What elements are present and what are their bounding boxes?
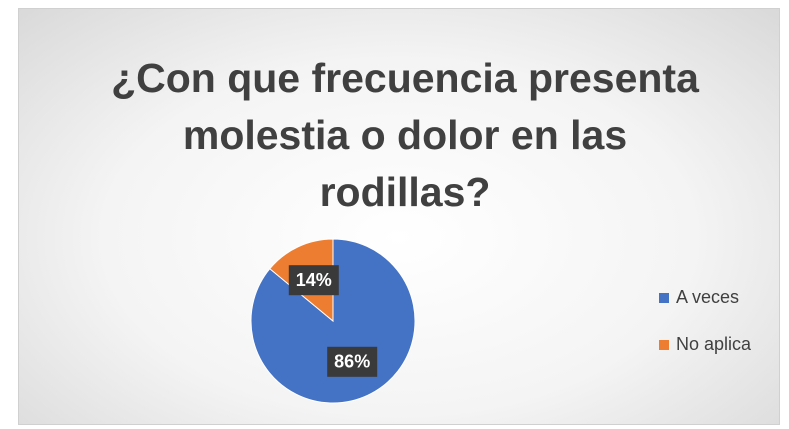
legend-label: A veces — [676, 287, 739, 307]
chart-title: ¿Con que frecuencia presenta molestia o … — [111, 55, 699, 215]
data-label-box — [288, 265, 339, 296]
legend-swatch — [659, 293, 669, 303]
data-label: 14% — [296, 270, 332, 290]
legend-swatch — [659, 340, 669, 350]
data-label-box — [327, 346, 378, 377]
legend-label: No aplica — [676, 334, 752, 354]
data-label: 86% — [334, 352, 370, 372]
